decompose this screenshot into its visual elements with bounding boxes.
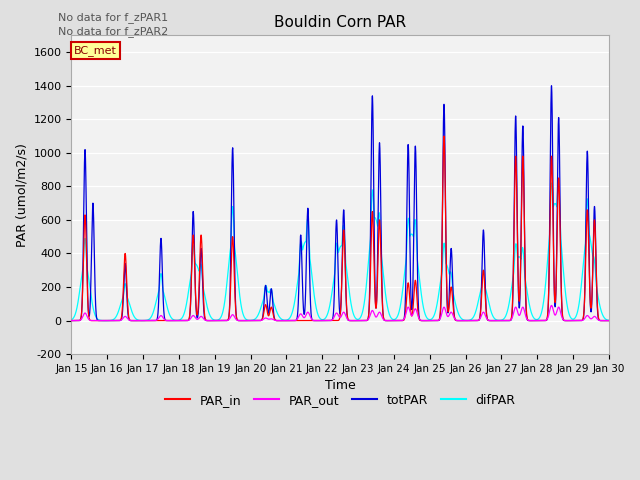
Legend: PAR_in, PAR_out, totPAR, difPAR: PAR_in, PAR_out, totPAR, difPAR — [159, 389, 521, 412]
Title: Bouldin Corn PAR: Bouldin Corn PAR — [274, 15, 406, 30]
Text: No data for f_zPAR2: No data for f_zPAR2 — [58, 26, 168, 37]
Text: No data for f_zPAR1: No data for f_zPAR1 — [58, 12, 168, 23]
Text: BC_met: BC_met — [74, 45, 117, 56]
Y-axis label: PAR (umol/m2/s): PAR (umol/m2/s) — [15, 143, 28, 247]
X-axis label: Time: Time — [324, 379, 355, 393]
